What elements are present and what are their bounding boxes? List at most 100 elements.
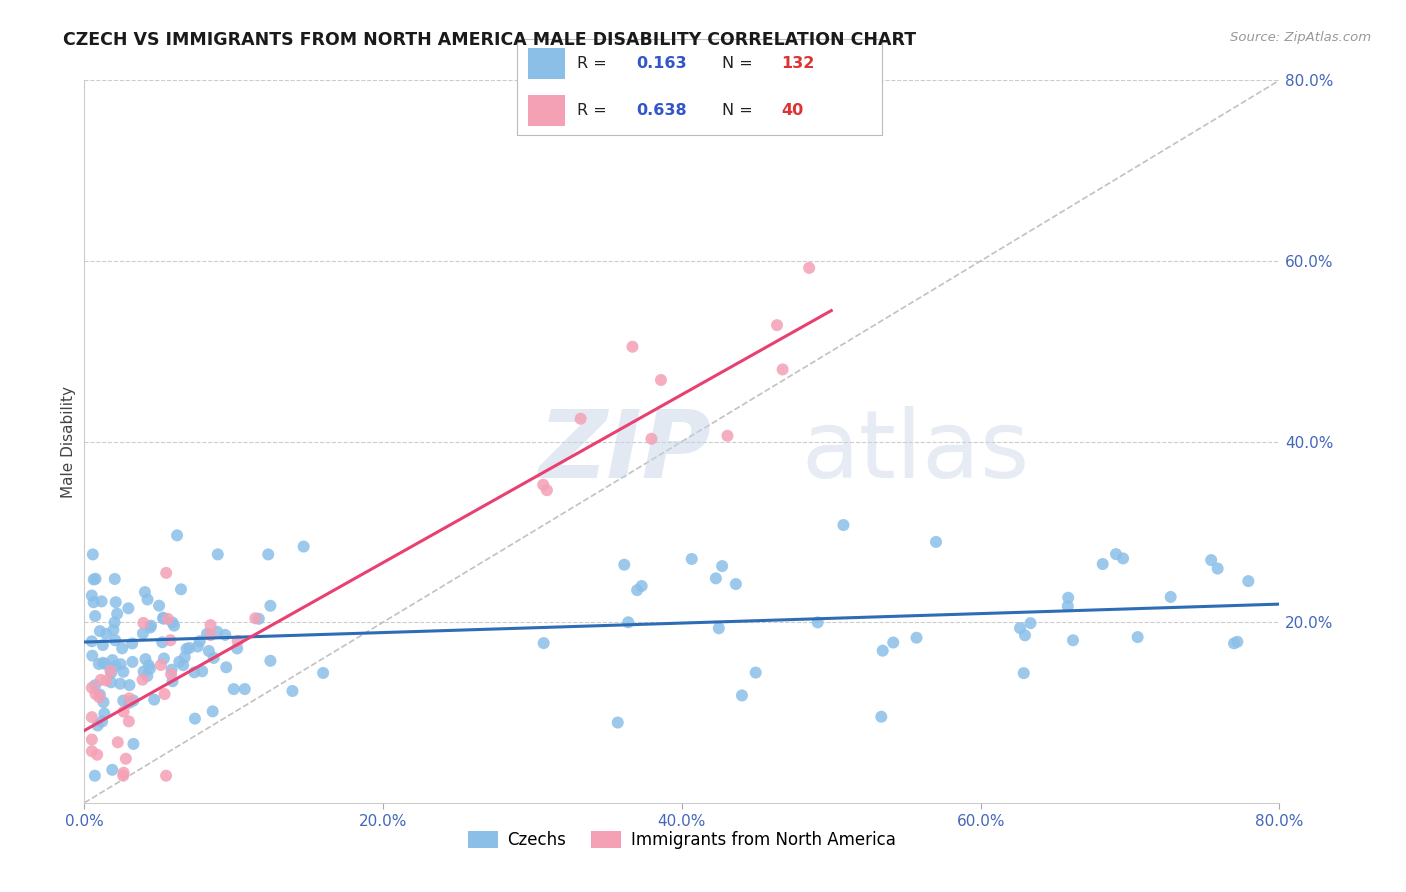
FancyBboxPatch shape [517,38,882,136]
Point [1206,561,1229,575]
Point [132,665,155,679]
Point [138,658,160,673]
Point [172,658,194,673]
Point [257,548,280,562]
Point [80,732,103,747]
Point [731,689,754,703]
Point [122,693,145,707]
Point [169,655,191,669]
Point [80,710,103,724]
Point [1008,621,1031,635]
Point [110,677,132,691]
Point [118,696,141,710]
Point [122,737,145,751]
Point [82,548,104,562]
Point [112,705,135,719]
Point [626,583,648,598]
Point [139,618,162,632]
Point [1012,666,1035,681]
Point [90,673,112,687]
Point [640,432,662,446]
Point [716,429,738,443]
FancyBboxPatch shape [529,95,565,126]
Point [882,635,904,649]
Text: 40: 40 [782,103,804,118]
Point [101,653,124,667]
Point [183,665,205,680]
Point [1226,634,1249,648]
Point [153,651,176,665]
Point [281,684,304,698]
Point [103,615,125,630]
Point [152,610,174,624]
Point [104,659,127,673]
Text: atlas: atlas [801,407,1029,499]
Point [112,765,135,780]
Point [711,559,734,574]
Point [143,692,166,706]
Point [207,624,229,639]
Point [84,572,107,586]
Point [292,540,315,554]
Point [134,585,156,599]
Point [766,318,789,333]
Point [214,628,236,642]
Point [132,615,155,630]
Point [704,571,727,585]
Point [245,611,267,625]
Point [89,688,111,702]
Point [1112,551,1135,566]
Text: 0.638: 0.638 [636,103,686,118]
Point [155,769,177,783]
Point [200,618,222,632]
Point [87,657,110,671]
Point [707,621,730,635]
Point [84,687,107,701]
Point [83,769,105,783]
Point [179,640,201,655]
Point [80,589,103,603]
Y-axis label: Male Disability: Male Disability [60,385,76,498]
Point [807,615,830,630]
Text: N =: N = [721,103,758,118]
Text: R =: R = [576,56,612,70]
Point [110,657,132,672]
Point [118,691,141,706]
Point [80,634,103,648]
Point [82,648,104,663]
Point [121,655,143,669]
Point [155,566,177,580]
Point [100,664,122,678]
Point [160,663,183,677]
Point [613,558,636,572]
Point [1056,599,1078,614]
Point [132,626,155,640]
Point [1019,616,1042,631]
Point [536,483,558,498]
Point [201,705,224,719]
Point [184,712,207,726]
Point [117,601,139,615]
Point [198,644,221,658]
Point [173,650,195,665]
Point [166,528,188,542]
Point [724,577,747,591]
Point [1091,557,1114,571]
Point [1126,630,1149,644]
Text: R =: R = [576,103,612,118]
Point [312,665,335,680]
Point [1014,628,1036,642]
Point [121,636,143,650]
Text: 0.163: 0.163 [636,56,686,70]
Point [259,599,281,613]
Point [1160,590,1182,604]
Point [195,627,218,641]
Point [136,669,159,683]
Point [925,535,948,549]
Point [832,518,855,533]
Legend: Czechs, Immigrants from North America: Czechs, Immigrants from North America [461,824,903,856]
Point [226,641,249,656]
Point [91,656,114,670]
Point [139,620,162,634]
Point [115,752,138,766]
